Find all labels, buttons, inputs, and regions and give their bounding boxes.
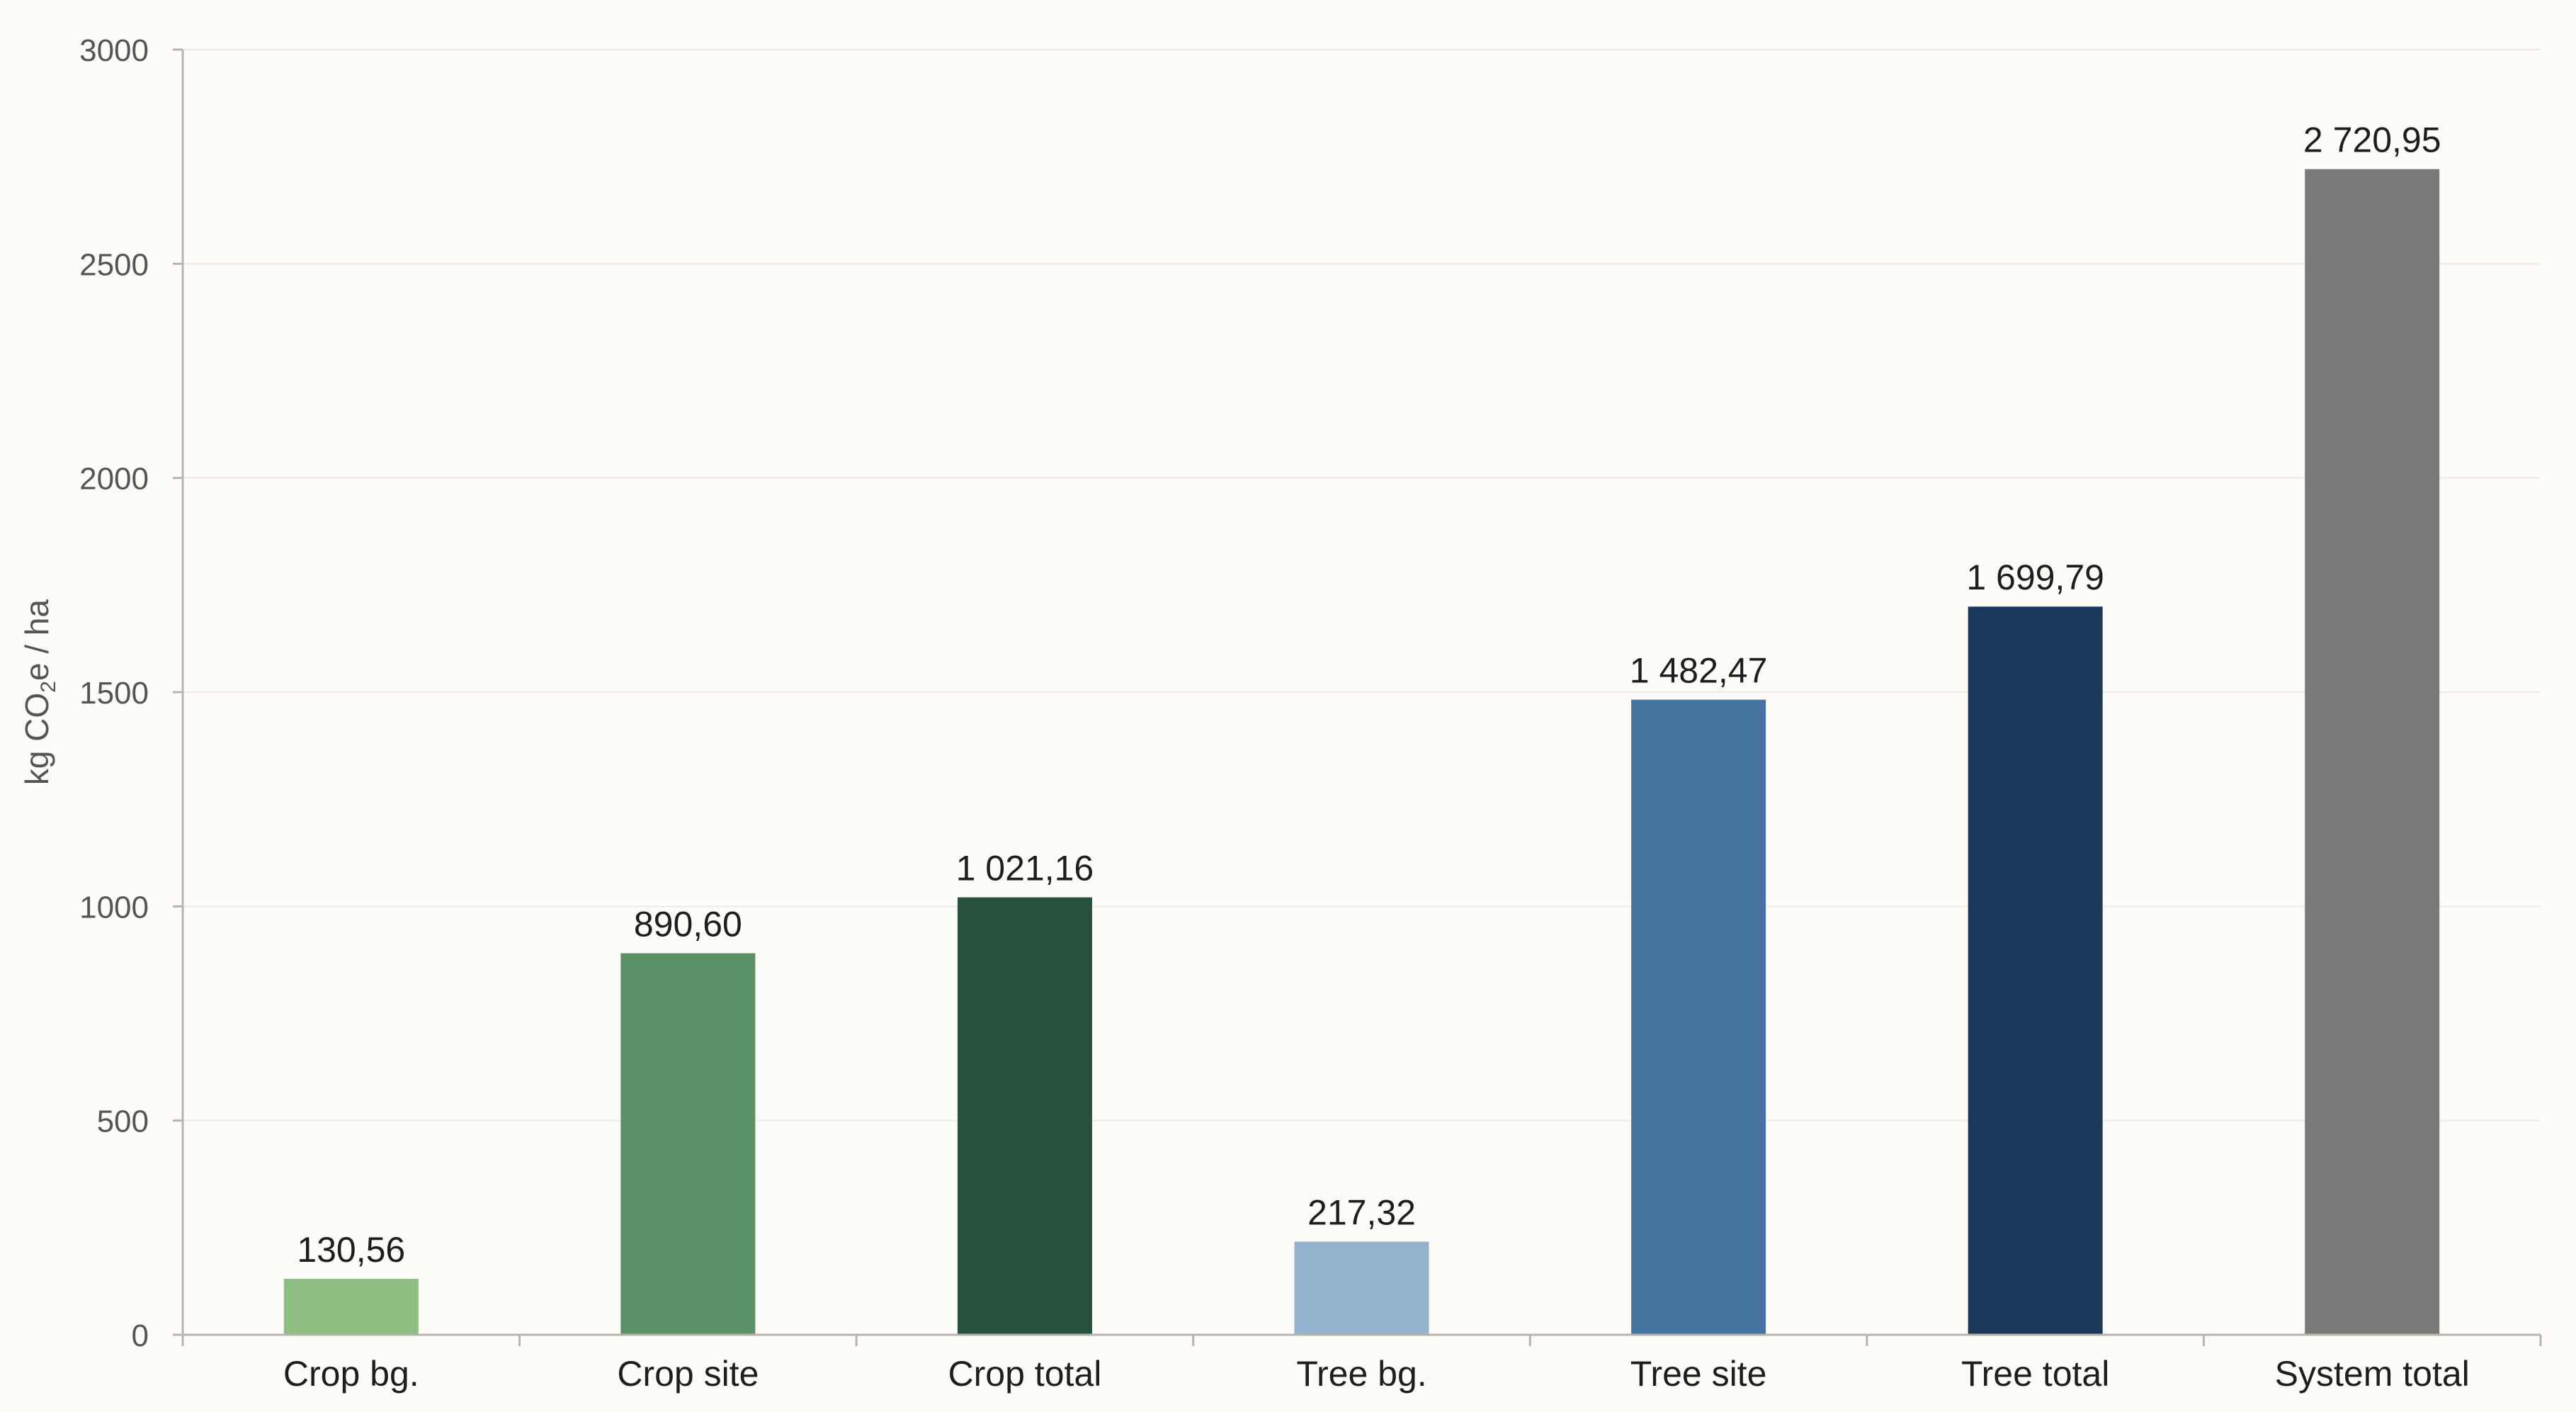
bar-crop-bg [283, 1279, 419, 1335]
y-axis-title-subscript: 2 [37, 681, 60, 693]
x-tick-label: Crop bg. [283, 1354, 419, 1394]
bar-value-label: 2 720,95 [2303, 120, 2441, 160]
bar-tree-bg [1294, 1241, 1429, 1335]
gridlines [183, 49, 2541, 1122]
y-axis-title-prefix: kg CO [18, 693, 55, 785]
bar-tree-site [1631, 699, 1766, 1335]
x-tick-label: Tree bg. [1296, 1354, 1426, 1394]
x-tick-label: Crop total [948, 1354, 1102, 1394]
bar-value-label: 1 021,16 [956, 849, 1094, 888]
y-tick-label: 2500 [79, 247, 149, 282]
x-tick-label: Crop site [617, 1354, 759, 1394]
x-tick-label: Tree total [1961, 1354, 2109, 1394]
bar-crop-total [957, 897, 1092, 1335]
x-tick-label: Tree site [1630, 1354, 1767, 1394]
bar-crop-site [620, 953, 756, 1335]
y-tick-label: 500 [97, 1105, 149, 1139]
y-tick-label: 0 [132, 1318, 149, 1353]
bar-value-label: 1 482,47 [1630, 651, 1768, 691]
labels: 0 500 1000 1500 2000 2500 3000 130,56 Crop bg. 89… [79, 33, 2470, 1394]
y-axis-title: kg CO2e / ha [18, 599, 60, 786]
x-tick-label: System total [2275, 1354, 2470, 1394]
bar-system-total [2305, 169, 2440, 1335]
bar-value-label: 130,56 [297, 1230, 405, 1270]
y-tick-label: 1000 [79, 890, 149, 925]
y-tick-label: 3000 [79, 33, 149, 68]
y-tick-label: 1500 [79, 676, 149, 711]
axes [173, 48, 2542, 1346]
bar-tree-total [1968, 606, 2103, 1335]
bar-value-label: 217,32 [1307, 1193, 1416, 1233]
y-tick-label: 2000 [79, 462, 149, 497]
bars [283, 169, 2440, 1335]
y-axis-title-suffix: e / ha [18, 599, 55, 682]
bar-value-label: 890,60 [634, 904, 742, 944]
bar-value-label: 1 699,79 [1966, 558, 2104, 597]
